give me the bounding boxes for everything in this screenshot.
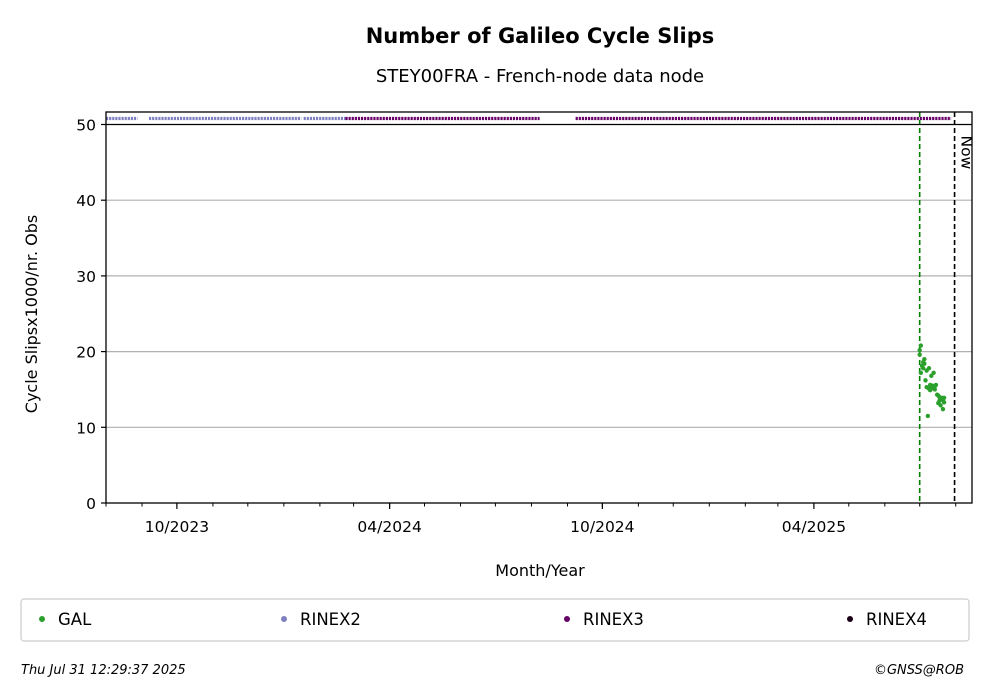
- data-points: [917, 343, 947, 419]
- x-tick-label: 04/2025: [782, 518, 846, 536]
- data-point-gal: [941, 395, 947, 400]
- x-axis-label: Month/Year: [495, 561, 585, 580]
- data-point-gal: [940, 406, 946, 412]
- x-tick-label: 04/2024: [357, 518, 421, 536]
- data-point-gal: [931, 370, 936, 375]
- legend-label-gal: GAL: [58, 610, 92, 629]
- data-point-gal: [918, 343, 924, 348]
- data-point-gal: [925, 413, 931, 419]
- data-point-gal: [933, 382, 939, 388]
- y-tick-label: 50: [76, 117, 96, 135]
- legend: GAL RINEX2 RINEX3 RINEX4: [39, 610, 927, 629]
- plot-frame: [105, 111, 973, 504]
- footer-timestamp: Thu Jul 31 12:29:37 2025: [21, 663, 186, 678]
- data-point-gal: [923, 378, 928, 383]
- legend-marker-rinex2: [281, 616, 287, 622]
- grid-lines: [106, 199, 972, 428]
- data-point-gal: [932, 387, 938, 392]
- data-point-gal: [929, 373, 934, 379]
- data-point-gal: [941, 400, 947, 405]
- y-tick-label: 40: [76, 192, 96, 210]
- data-point-gal: [918, 370, 924, 375]
- data-point-gal: [917, 347, 922, 353]
- legend-marker-gal: [39, 616, 45, 622]
- chart-title: Number of Galileo Cycle Slips: [366, 24, 715, 48]
- data-point-gal: [920, 366, 926, 371]
- chart-subtitle: STEY00FRA - French-node data node: [376, 66, 704, 87]
- legend-label-rinex4: RINEX4: [866, 610, 927, 629]
- legend-label-rinex3: RINEX3: [583, 610, 644, 629]
- x-tick-label: 10/2024: [570, 518, 634, 536]
- legend-label-rinex2: RINEX2: [300, 610, 361, 629]
- now-label: Now: [958, 136, 976, 170]
- footer-credit: ©GNSS@ROB: [874, 663, 964, 678]
- data-point-gal: [922, 356, 927, 362]
- data-point-gal: [938, 403, 943, 408]
- y-tick-label: 10: [76, 419, 96, 437]
- legend-marker-rinex4: [847, 616, 853, 622]
- y-tick-label: 30: [76, 268, 96, 286]
- data-point-gal: [926, 366, 932, 371]
- y-tick-label: 0: [86, 495, 96, 513]
- x-axis-ticks: 10/2023 04/2024 10/2024 04/2025: [105, 503, 957, 536]
- marker-lines: [918, 112, 956, 503]
- y-tick-label: 20: [76, 344, 96, 362]
- y-axis-label: Cycle Slipsx1000/nr. Obs: [22, 215, 41, 413]
- legend-marker-rinex3: [564, 616, 570, 622]
- legend-box: [20, 598, 970, 642]
- data-point-gal: [917, 352, 922, 357]
- data-point-gal: [922, 361, 927, 366]
- y-axis-ticks: 0 10 20 30 40 50: [76, 117, 106, 513]
- x-tick-label: 10/2023: [145, 518, 209, 536]
